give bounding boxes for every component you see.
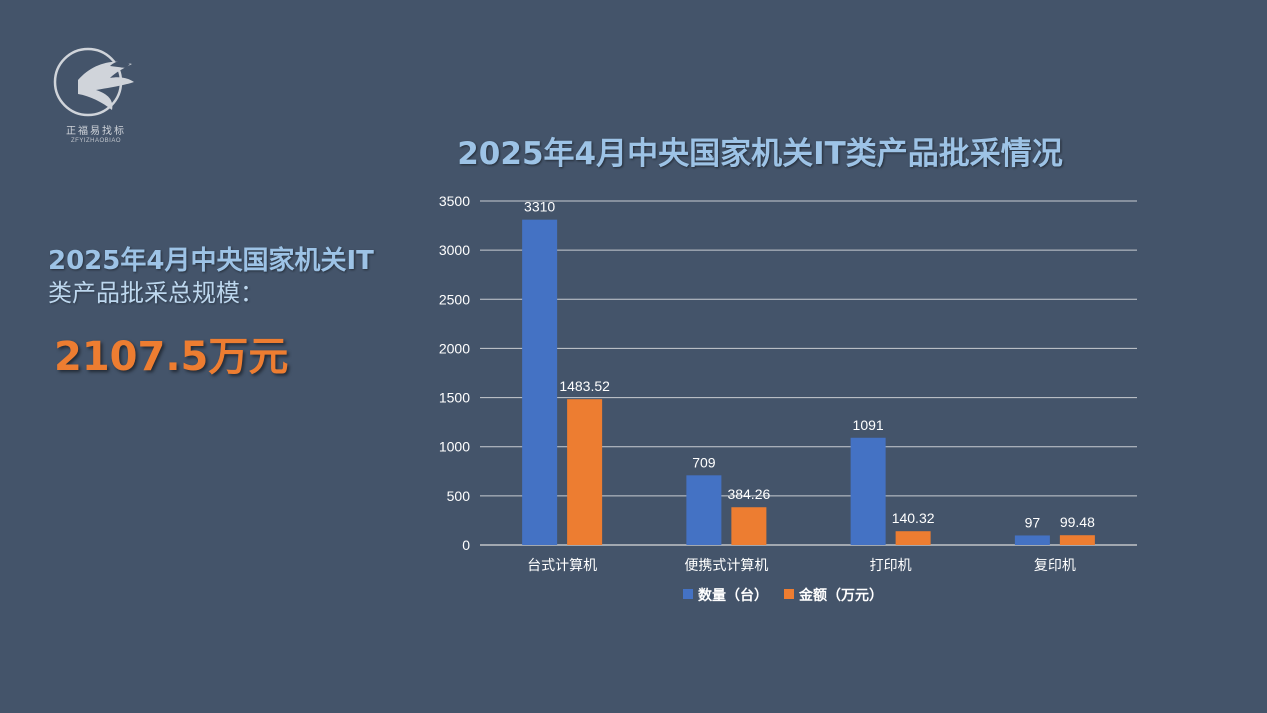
bar-amount-3 xyxy=(1059,535,1095,545)
bar-amount-1 xyxy=(731,507,767,545)
bar-amount-0 xyxy=(567,399,603,545)
y-tick-label: 1500 xyxy=(439,390,470,406)
data-label: 709 xyxy=(692,454,716,470)
bar-quantity-2 xyxy=(850,437,886,545)
y-tick-label: 1000 xyxy=(439,439,470,455)
y-tick-label: 3500 xyxy=(439,193,470,209)
chart-title: 2025年4月中央国家机关IT类产品批采情况 xyxy=(457,136,1063,172)
summary-panel: 2025年4月中央国家机关IT 类产品批采总规模： 2107.5万元 xyxy=(48,246,408,382)
logo: 正福易找标 ZFYIZHAOBIAO xyxy=(48,44,144,154)
summary-total-value: 2107.5万元 xyxy=(54,334,289,380)
brand-name-en: ZFYIZHAOBIAO xyxy=(70,138,121,144)
y-tick-label: 2500 xyxy=(439,291,470,307)
x-category-label: 便携式计算机 xyxy=(684,558,768,574)
bar-quantity-1 xyxy=(686,475,722,545)
bar-amount-2 xyxy=(895,531,931,545)
x-category-label: 台式计算机 xyxy=(527,558,597,574)
y-tick-label: 3000 xyxy=(439,242,470,258)
y-tick-label: 2000 xyxy=(439,340,470,356)
bar-quantity-3 xyxy=(1014,535,1050,545)
bar-quantity-0 xyxy=(522,219,558,545)
eagle-logo-icon xyxy=(53,47,134,117)
data-label: 1483.52 xyxy=(559,378,610,394)
data-label: 99.48 xyxy=(1060,514,1095,530)
summary-heading-line1: 2025年4月中央国家机关IT xyxy=(48,246,374,276)
summary-heading-line2: 类产品批采总规模： xyxy=(48,279,264,307)
data-label: 3310 xyxy=(524,199,555,215)
data-label: 140.32 xyxy=(892,510,935,526)
legend-swatch-amount xyxy=(784,589,794,599)
x-category-label: 复印机 xyxy=(1034,557,1076,574)
data-label: 97 xyxy=(1025,514,1041,530)
y-tick-label: 0 xyxy=(462,537,470,553)
data-label: 1091 xyxy=(853,417,884,433)
legend-label-quantity: 数量（台） xyxy=(698,587,768,604)
legend-label-amount: 金额（万元） xyxy=(798,587,883,604)
legend-swatch-quantity xyxy=(683,589,693,599)
brand-name-cn: 正福易找标 xyxy=(66,126,126,137)
y-tick-label: 500 xyxy=(447,488,471,504)
x-category-label: 打印机 xyxy=(870,557,912,574)
data-label: 384.26 xyxy=(727,486,770,502)
